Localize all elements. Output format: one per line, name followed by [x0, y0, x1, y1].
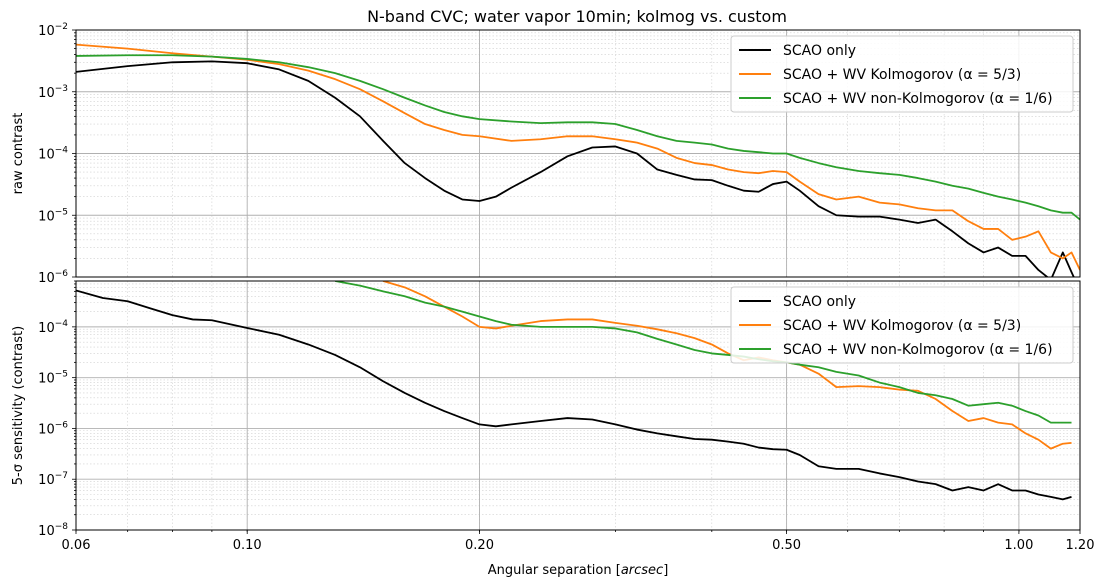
y-tick-exponent: −2 — [55, 22, 68, 32]
y-tick-mantissa: 10 — [38, 422, 55, 437]
series-line-scao — [76, 289, 1072, 501]
x-tick-label: 0.10 — [233, 538, 262, 553]
y-tick-label: 10−3 — [38, 84, 68, 101]
x-tick-label: 0.50 — [772, 538, 801, 553]
y-tick-exponent: −3 — [55, 84, 68, 94]
y-tick-exponent: −5 — [55, 207, 68, 217]
y-tick-exponent: −8 — [55, 522, 69, 532]
x-axis: 0.06 0.10 0.20 0.50 1.00 1.20 — [62, 530, 1095, 553]
legend-label: SCAO only — [783, 294, 856, 310]
y-tick-mantissa: 10 — [38, 24, 55, 39]
y-tick-label: 10−4 — [38, 319, 68, 336]
y-tick-exponent: −4 — [55, 319, 69, 329]
legend-label: SCAO + WV Kolmogorov (α = 5/3) — [783, 67, 1021, 83]
y-tick-label: 10−5 — [38, 207, 68, 224]
figure-title: N-band CVC; water vapor 10min; kolmog vs… — [367, 7, 787, 26]
x-axis-title: Angular separation [arcsec] — [488, 563, 669, 578]
y-tick-mantissa: 10 — [38, 148, 55, 163]
series-line-non-kolmogorov — [76, 54, 1080, 221]
y-tick-mantissa: 10 — [38, 473, 55, 488]
x-tick-label: 0.20 — [465, 538, 494, 553]
y-axis-title: raw contrast — [11, 113, 26, 195]
sensitivity-panel: 10−810−710−610−510−45-σ sensitivity (con… — [11, 280, 1095, 578]
axes-frame — [75, 280, 1081, 531]
y-tick-label: 10−2 — [38, 22, 68, 39]
y-tick-exponent: −6 — [55, 269, 69, 279]
series-line-kolmogorov — [76, 43, 1080, 271]
series-line-scao — [76, 60, 1075, 277]
y-tick-mantissa: 10 — [38, 321, 55, 336]
legend-label: SCAO only — [783, 43, 856, 59]
y-tick-label: 10−4 — [38, 146, 68, 163]
x-tick-label: 1.00 — [1004, 538, 1033, 553]
y-tick-exponent: −4 — [55, 146, 69, 156]
legend: SCAO only SCAO + WV Kolmogorov (α = 5/3) S… — [730, 35, 1074, 113]
legend-box — [730, 35, 1074, 113]
legend-label: SCAO + WV non-Kolmogorov (α = 1/6) — [783, 91, 1053, 107]
y-tick-exponent: −7 — [55, 471, 68, 481]
y-tick-label: 10−6 — [38, 269, 68, 286]
y-tick-exponent: −5 — [55, 370, 68, 380]
y-axis: 10−610−510−410−310−2 — [38, 22, 76, 286]
y-tick-mantissa: 10 — [38, 209, 55, 224]
x-tick-label: 1.20 — [1066, 538, 1095, 553]
y-tick-label: 10−5 — [38, 370, 68, 387]
y-tick-label: 10−8 — [38, 522, 68, 539]
y-tick-mantissa: 10 — [38, 271, 55, 286]
legend: SCAO only SCAO + WV Kolmogorov (α = 5/3) S… — [730, 286, 1074, 364]
legend-box — [730, 286, 1074, 364]
series-group — [76, 43, 1080, 277]
y-tick-mantissa: 10 — [38, 86, 55, 101]
x-tick-label: 0.06 — [62, 538, 91, 553]
y-axis-title: 5-σ sensitivity (contrast) — [11, 326, 26, 485]
legend-label: SCAO + WV Kolmogorov (α = 5/3) — [783, 318, 1021, 334]
legend-label: SCAO + WV non-Kolmogorov (α = 1/6) — [783, 342, 1053, 358]
y-tick-exponent: −6 — [55, 420, 69, 430]
y-tick-mantissa: 10 — [38, 524, 55, 539]
y-tick-label: 10−7 — [38, 471, 68, 488]
y-tick-label: 10−6 — [38, 420, 68, 437]
y-tick-mantissa: 10 — [38, 372, 55, 387]
y-axis: 10−810−710−610−510−4 — [38, 280, 76, 539]
